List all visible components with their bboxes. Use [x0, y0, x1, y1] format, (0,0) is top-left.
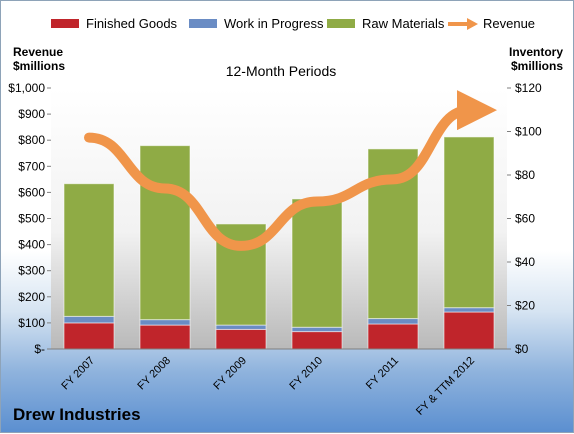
bar-work-in-progress-2	[216, 325, 266, 329]
legend-swatch-raw-materials	[327, 19, 355, 28]
left-tick-label-8: $800	[18, 133, 45, 147]
x-tick-label-2: FY 2009	[211, 355, 249, 393]
legend-label-finished-goods: Finished Goods	[86, 16, 178, 31]
legend-label-revenue: Revenue	[483, 16, 535, 31]
bar-finished-goods-2	[216, 329, 266, 349]
legend-label-raw-materials: Raw Materials	[362, 16, 445, 31]
bar-finished-goods-3	[292, 332, 342, 349]
x-tick-label-5: FY & TTM 2012	[414, 355, 477, 418]
left-tick-label-2: $200	[18, 290, 45, 304]
bar-work-in-progress-1	[140, 320, 190, 325]
right-tick-label-2: $40	[515, 255, 535, 269]
bar-finished-goods-5	[444, 312, 494, 349]
right-tick-label-6: $120	[515, 81, 542, 95]
right-tick-label-5: $100	[515, 125, 542, 139]
bar-work-in-progress-0	[64, 316, 114, 323]
legend-arrow-revenue	[467, 18, 478, 30]
bar-raw-materials-5	[444, 137, 494, 308]
chart-subtitle: 12-Month Periods	[226, 63, 337, 79]
right-tick-label-4: $80	[515, 168, 535, 182]
left-tick-label-1: $100	[18, 316, 45, 330]
left-tick-label-10: $1,000	[8, 81, 45, 95]
left-tick-label-3: $300	[18, 264, 45, 278]
left-tick-label-5: $500	[18, 212, 45, 226]
legend-swatch-work-in-progress	[189, 19, 217, 28]
right-tick-label-1: $20	[515, 299, 535, 313]
right-axis-label-line1: Inventory	[509, 45, 563, 59]
bar-raw-materials-3	[292, 199, 342, 327]
legend-swatch-finished-goods	[51, 19, 79, 28]
right-tick-label-3: $60	[515, 212, 535, 226]
right-axis-label-line2: $millions	[511, 59, 563, 73]
right-tick-label-0: $0	[515, 342, 529, 356]
bar-raw-materials-0	[64, 184, 114, 317]
bar-finished-goods-0	[64, 323, 114, 349]
left-axis-label-line2: $millions	[13, 59, 65, 73]
bar-finished-goods-1	[140, 325, 190, 349]
left-tick-label-4: $400	[18, 238, 45, 252]
bar-raw-materials-1	[140, 146, 190, 320]
bar-finished-goods-4	[368, 324, 418, 349]
x-tick-label-4: FY 2011	[364, 355, 401, 392]
left-tick-label-7: $700	[18, 159, 45, 173]
bar-work-in-progress-4	[368, 319, 418, 324]
left-tick-label-0: $-	[34, 342, 45, 356]
bar-work-in-progress-3	[292, 327, 342, 331]
bar-work-in-progress-5	[444, 308, 494, 312]
x-tick-label-0: FY 2007	[59, 355, 97, 393]
left-tick-label-6: $600	[18, 185, 45, 199]
legend-label-work-in-progress: Work in Progress	[224, 16, 324, 31]
x-tick-label-3: FY 2010	[287, 355, 325, 393]
left-axis-label-line1: Revenue	[13, 45, 63, 59]
x-tick-label-1: FY 2008	[135, 355, 173, 393]
left-tick-label-9: $900	[18, 107, 45, 121]
company-name: Drew Industries	[13, 405, 141, 425]
